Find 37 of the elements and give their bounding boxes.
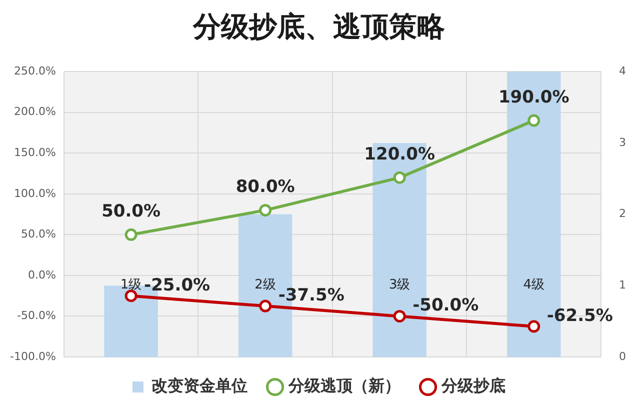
y-tick-label: 250.0% bbox=[14, 64, 56, 78]
y2-tick-label: 0 bbox=[619, 350, 626, 363]
y-tick-label: 150.0% bbox=[14, 146, 56, 159]
data-label: -50.0% bbox=[412, 296, 479, 316]
y2-tick-label: 3 bbox=[619, 136, 626, 149]
legend-label: 分级抄底 bbox=[440, 376, 506, 396]
y2-tick-label: 2 bbox=[619, 207, 626, 220]
y2-tick-label: 4 bbox=[619, 64, 626, 78]
y-tick-label: 0.0% bbox=[28, 268, 56, 282]
chart-title: 分级抄底、逃顶策略 bbox=[192, 10, 445, 44]
legend-label: 改变资金单位 bbox=[152, 376, 248, 396]
point bbox=[393, 171, 406, 184]
x-tick-label: 2级 bbox=[254, 277, 276, 292]
y-tick-label: -50.0% bbox=[16, 309, 56, 322]
data-label: 120.0% bbox=[364, 144, 435, 165]
data-label: -25.0% bbox=[144, 275, 210, 296]
data-label: 50.0% bbox=[102, 202, 161, 222]
y-tick-label: 50.0% bbox=[20, 228, 56, 241]
point bbox=[259, 300, 272, 312]
x-tick-label: 3级 bbox=[388, 277, 410, 292]
point bbox=[124, 290, 138, 302]
point bbox=[124, 228, 138, 241]
y-tick-label: -100.0% bbox=[10, 350, 56, 363]
point bbox=[528, 320, 540, 333]
point bbox=[528, 114, 540, 127]
y-tick-label: 100.0% bbox=[14, 186, 56, 200]
data-label: 190.0% bbox=[498, 87, 570, 108]
x-tick-label: 4级 bbox=[523, 277, 545, 292]
legend-label: 分级逃顶（新） bbox=[288, 376, 400, 396]
data-label: -37.5% bbox=[278, 285, 344, 306]
point bbox=[393, 310, 406, 322]
x-tick-label: 1级 bbox=[120, 277, 142, 292]
point bbox=[259, 204, 272, 216]
y2-tick-label: 1 bbox=[619, 278, 626, 292]
data-label: -62.5% bbox=[546, 306, 613, 326]
data-label: 80.0% bbox=[236, 177, 295, 198]
y-tick-label: 200.0% bbox=[14, 105, 56, 118]
